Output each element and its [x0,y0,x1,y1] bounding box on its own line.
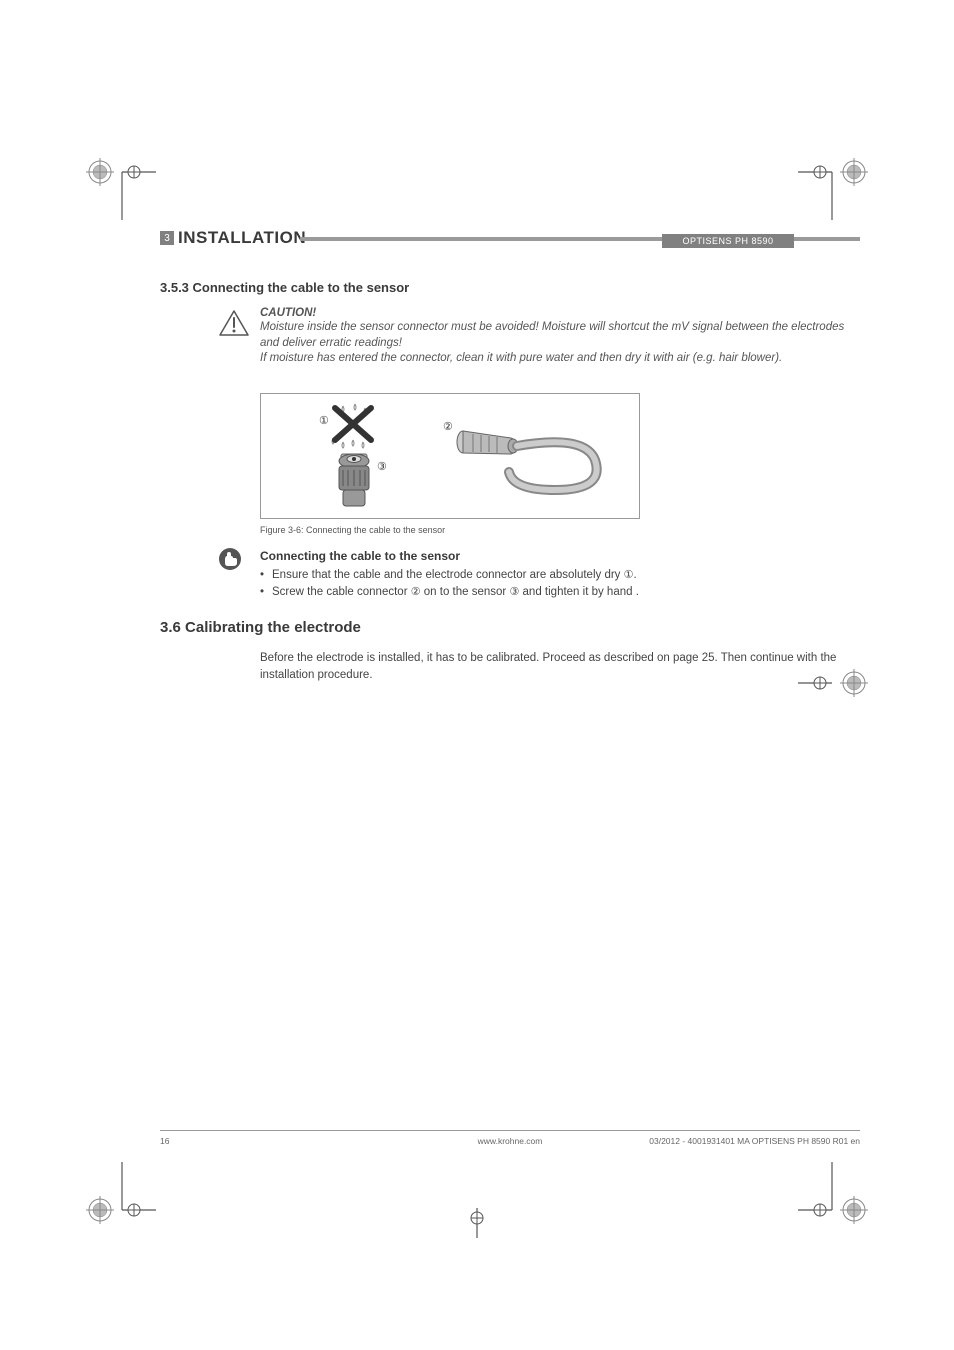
crop-mark-bc [442,1208,512,1238]
svg-text:①: ① [319,415,329,427]
svg-text:②: ② [443,421,453,433]
footer-rule [160,1130,860,1131]
figure-caption: Figure 3-6: Connecting the cable to the … [260,525,860,535]
hand-icon [218,547,242,574]
caution-text-2: If moisture has entered the connector, c… [260,351,860,367]
body-36: Before the electrode is installed, it ha… [260,650,840,683]
figure-3-6: ① ③ [260,393,640,519]
heading-36: 3.6 Calibrating the electrode [160,619,860,636]
crop-mark-bl [86,1160,158,1232]
bullet-2: Screw the cable connector ② on to the se… [260,584,860,601]
caution-label: CAUTION! [260,307,860,319]
caution-icon [218,309,250,342]
svg-text:③: ③ [377,461,387,473]
section-number-box: 3 [160,231,174,245]
procedure-list: Ensure that the cable and the electrode … [260,567,860,602]
footer-docref: 03/2012 - 4001931401 MA OPTISENS PH 8590… [649,1136,860,1146]
crop-mark-tr [796,150,868,222]
crop-mark-br [796,1160,868,1232]
subheading-connecting: Connecting the cable to the sensor [260,549,860,563]
crop-mark-tl [86,150,158,222]
caution-text-1: Moisture inside the sensor connector mus… [260,320,860,351]
heading-353: 3.5.3 Connecting the cable to the sensor [160,280,860,295]
bullet-1: Ensure that the cable and the electrode … [260,567,860,584]
product-badge: OPTISENS PH 8590 [662,234,794,248]
section-title: INSTALLATION [178,228,306,248]
